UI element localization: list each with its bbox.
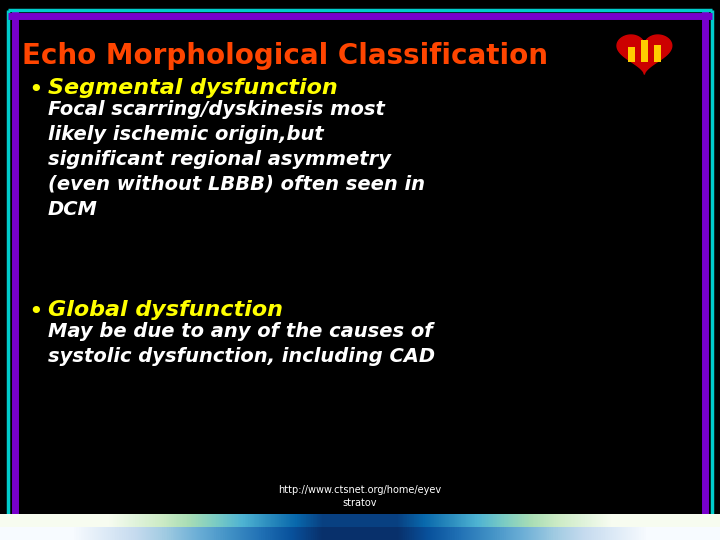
Text: Global dysfunction: Global dysfunction <box>48 300 283 320</box>
Text: Focal scarring/dyskinesis most
likely ischemic origin,but
significant regional a: Focal scarring/dyskinesis most likely is… <box>48 100 425 219</box>
Text: Echo Morphological Classification: Echo Morphological Classification <box>22 42 548 70</box>
Bar <box>0 527 720 540</box>
Polygon shape <box>617 35 672 74</box>
Bar <box>641 40 648 63</box>
Bar <box>0 514 720 527</box>
Text: •: • <box>28 300 42 324</box>
Text: http://www.ctsnet.org/home/eyev: http://www.ctsnet.org/home/eyev <box>279 485 441 495</box>
Text: stratov: stratov <box>343 498 377 508</box>
Text: Segmental dysfunction: Segmental dysfunction <box>48 78 338 98</box>
Bar <box>654 45 661 63</box>
Bar <box>628 47 635 63</box>
Text: May be due to any of the causes of
systolic dysfunction, including CAD: May be due to any of the causes of systo… <box>48 322 435 366</box>
Text: •: • <box>28 78 42 102</box>
